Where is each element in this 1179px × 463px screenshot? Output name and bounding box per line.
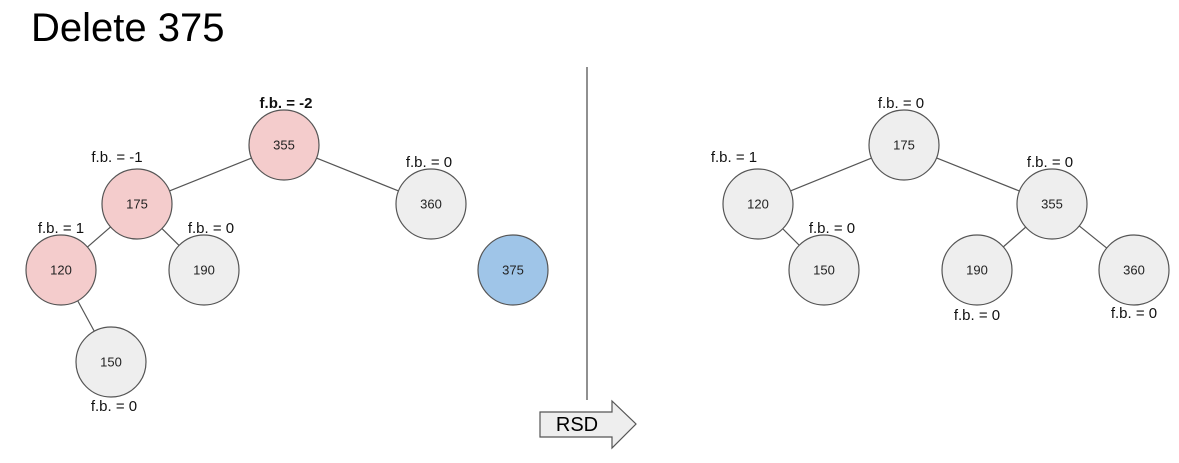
node-circle [1098, 234, 1170, 306]
node-after-120: 120 [722, 168, 794, 240]
node-before-120: 120 [25, 234, 97, 306]
node-circle [1016, 168, 1088, 240]
node-circle [25, 234, 97, 306]
rsd-arrow-shape [539, 399, 637, 450]
node-before-190: 190 [168, 234, 240, 306]
balance-factor-label: f.b. = 0 [1027, 154, 1073, 171]
node-value: 190 [966, 263, 988, 278]
node-before-175: 175 [101, 168, 173, 240]
node-circle [75, 326, 147, 398]
balance-factor-label: f.b. = 0 [954, 307, 1000, 324]
edge-before-1 [316, 157, 399, 192]
edge-after-3 [1002, 226, 1027, 248]
node-circle [722, 168, 794, 240]
node-after-175: 175 [868, 109, 940, 181]
node-value: 360 [1123, 263, 1145, 278]
rsd-label: RSD [556, 414, 598, 436]
balance-factor-label: f.b. = 0 [878, 95, 924, 112]
node-circle [868, 109, 940, 181]
edge-after-1 [936, 157, 1020, 192]
node-circle [395, 168, 467, 240]
edge-after-2 [782, 228, 800, 246]
edge-after-4 [1078, 225, 1108, 249]
node-after-190: 190 [941, 234, 1013, 306]
node-circle [941, 234, 1013, 306]
node-value: 175 [126, 197, 148, 212]
balance-factor-label: f.b. = 0 [91, 398, 137, 415]
nodes-layer: 355 175 360 120 190 150 375 175 120 355 150 190 360 [25, 109, 1170, 398]
rsd-arrow: RSD [539, 399, 637, 450]
node-before-360: 360 [395, 168, 467, 240]
balance-factor-label: f.b. = 0 [809, 220, 855, 237]
node-circle [788, 234, 860, 306]
balance-factor-label: f.b. = 1 [38, 220, 84, 237]
node-before-355: 355 [248, 109, 320, 181]
labels-layer: f.b. = -2 f.b. = -1 f.b. = 0 f.b. = 1 f.b. =… [38, 95, 1157, 415]
node-before-375: 375 [477, 234, 549, 306]
node-value: 120 [747, 197, 769, 212]
balance-factor-label: f.b. = 1 [711, 149, 757, 166]
node-value: 150 [813, 263, 835, 278]
balance-factor-label: f.b. = -2 [260, 95, 313, 112]
edge-after-0 [790, 157, 872, 192]
node-circle [477, 234, 549, 306]
node-before-150: 150 [75, 326, 147, 398]
edge-before-0 [169, 157, 252, 192]
node-circle [101, 168, 173, 240]
node-value: 120 [50, 263, 72, 278]
node-value: 190 [193, 263, 215, 278]
node-circle [248, 109, 320, 181]
balance-factor-label: f.b. = 0 [406, 154, 452, 171]
node-value: 355 [273, 138, 295, 153]
edge-before-2 [87, 226, 111, 248]
balance-factor-label: f.b. = 0 [1111, 305, 1157, 322]
node-value: 150 [100, 355, 122, 370]
balance-factor-label: f.b. = 0 [188, 220, 234, 237]
node-after-150: 150 [788, 234, 860, 306]
node-value: 360 [420, 197, 442, 212]
edges-layer [77, 157, 1108, 332]
node-after-360: 360 [1098, 234, 1170, 306]
node-value: 375 [502, 263, 524, 278]
node-value: 355 [1041, 197, 1063, 212]
node-value: 175 [893, 138, 915, 153]
edge-before-3 [161, 228, 180, 246]
balance-factor-label: f.b. = -1 [91, 149, 142, 166]
node-circle [168, 234, 240, 306]
diagram-title: Delete 375 [31, 6, 225, 50]
edge-before-4 [77, 300, 95, 332]
node-after-355: 355 [1016, 168, 1088, 240]
